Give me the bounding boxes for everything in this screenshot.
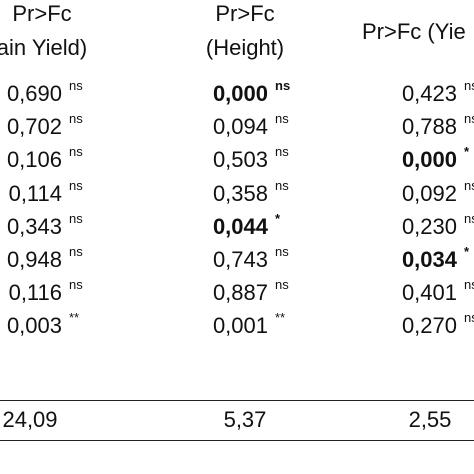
- cell-value: 0,000: [212, 81, 268, 106]
- significance: ns: [275, 144, 289, 160]
- significance: ns: [464, 277, 474, 293]
- significance: ns: [275, 244, 289, 259]
- footer-value: 2,55: [408, 407, 452, 432]
- table-rule: [0, 440, 474, 441]
- significance: ns: [464, 310, 474, 326]
- column-header: (Height): [205, 35, 285, 60]
- significance: ns: [275, 277, 289, 293]
- significance: *: [464, 144, 470, 160]
- significance: *: [464, 244, 470, 259]
- cell-value: 0,270: [401, 313, 457, 339]
- significance: *: [275, 210, 281, 226]
- column-header: Pr>Fc: [12, 1, 72, 26]
- cell-value: 0,116: [8, 280, 62, 306]
- column-header: Pr>Fc (Yie: [362, 19, 466, 44]
- cell-value: 0,044: [212, 213, 268, 239]
- cell-value: 0,230: [401, 213, 457, 239]
- cell-value: 0,094: [212, 114, 268, 140]
- footer-value: 24,09: [2, 407, 58, 432]
- cell-value: 0,423: [401, 81, 457, 106]
- cell-value: 0,034: [401, 247, 457, 272]
- significance: ns: [275, 78, 291, 93]
- significance: ns: [275, 177, 289, 193]
- cell-value: 0,106: [6, 147, 62, 173]
- cell-value: 0,503: [212, 147, 268, 173]
- significance: ns: [69, 144, 83, 160]
- cell-value: 0,743: [212, 247, 268, 272]
- cell-value: 0,401: [401, 280, 457, 306]
- cell-value: 0,001: [212, 313, 268, 339]
- significance: ns: [69, 210, 83, 226]
- significance: ns: [464, 78, 474, 93]
- significance: ns: [464, 111, 474, 127]
- significance: ns: [275, 111, 289, 127]
- column-header: ain Yield): [0, 35, 88, 60]
- cell-value: 0,358: [212, 180, 268, 206]
- footer-value: 5,37: [223, 407, 267, 432]
- significance: ns: [69, 111, 83, 127]
- cell-value: 0,690: [6, 81, 62, 106]
- cell-value: 0,003: [6, 313, 62, 339]
- cell-value: 0,887: [212, 280, 268, 306]
- table-rule: [0, 400, 474, 401]
- cell-value: 0,092: [401, 180, 457, 206]
- column-header: Pr>Fc: [215, 1, 275, 26]
- significance: ns: [69, 277, 83, 293]
- cell-value: 0,702: [6, 114, 62, 140]
- significance: **: [69, 310, 80, 326]
- significance: ns: [69, 244, 83, 259]
- cell-value: 0,788: [401, 114, 457, 140]
- cell-value: 0,948: [6, 247, 62, 272]
- cell-value: 0,114: [8, 180, 62, 206]
- cell-value: 0,000: [401, 147, 457, 173]
- significance: ns: [464, 177, 474, 193]
- significance: ns: [69, 78, 83, 93]
- significance: **: [275, 310, 286, 326]
- significance: ns: [464, 210, 474, 226]
- significance: ns: [69, 177, 83, 193]
- cell-value: 0,343: [6, 213, 62, 239]
